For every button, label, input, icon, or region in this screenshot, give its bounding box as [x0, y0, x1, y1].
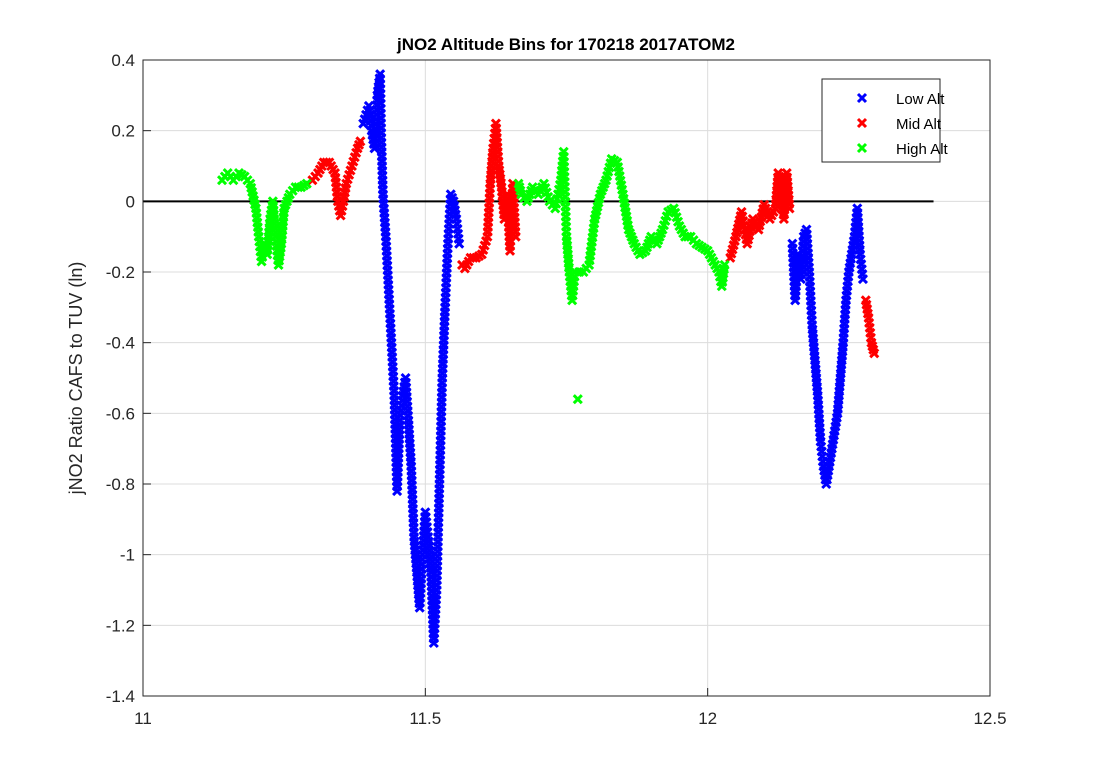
marker-mid-alt: [355, 136, 366, 147]
x-tick-label: 12.5: [973, 709, 1006, 728]
marker-mid-alt: [869, 348, 880, 359]
marker-mid-alt: [510, 231, 521, 242]
y-tick-label: -1: [120, 546, 135, 565]
y-axis-label: jNO2 Ratio CAFS to TUV (ln): [66, 262, 86, 496]
marker-high-alt: [719, 259, 730, 270]
y-tick-label: -0.6: [106, 404, 135, 423]
y-tick-label: 0.2: [111, 122, 135, 141]
x-tick-label: 12: [698, 709, 717, 728]
x-tick-label: 11: [134, 709, 152, 728]
legend-label-mid: Mid Alt: [896, 116, 942, 133]
legend: Low Alt Mid Alt High Alt: [821, 78, 949, 163]
legend-marker-mid-alt: [856, 117, 868, 129]
marker-mid-alt: [784, 203, 795, 214]
data-markers: [216, 69, 880, 649]
y-tick-label: -0.2: [106, 263, 135, 282]
axes-box: [142, 59, 991, 697]
legend-box: [821, 78, 941, 163]
marker-high-alt: [572, 394, 583, 405]
ticks: 11 11.5 12 12.5 0.4 0.2 0 -0.2 -0.4 -0.6 -0.8 -1 -1.…: [106, 51, 1007, 728]
marker-high-alt: [301, 178, 312, 189]
marker-low-alt: [454, 238, 465, 249]
y-tick-label: -0.4: [106, 334, 135, 353]
legend-label-high: High Alt: [896, 141, 949, 158]
y-tick-label: 0.4: [111, 51, 135, 70]
marker-low-alt: [857, 274, 869, 285]
y-tick-label: -0.8: [106, 475, 135, 494]
legend-label-low: Low Alt: [896, 91, 945, 108]
y-tick-label: -1.2: [106, 616, 135, 635]
y-tick-label: -1.4: [106, 687, 135, 706]
legend-marker-high-alt: [856, 142, 868, 154]
x-tick-label: 11.5: [409, 709, 441, 728]
legend-marker-low-alt: [856, 92, 868, 104]
y-tick-label: 0: [126, 192, 135, 211]
chart-title: jNO2 Altitude Bins for 170218 2017ATOM2: [396, 35, 735, 54]
